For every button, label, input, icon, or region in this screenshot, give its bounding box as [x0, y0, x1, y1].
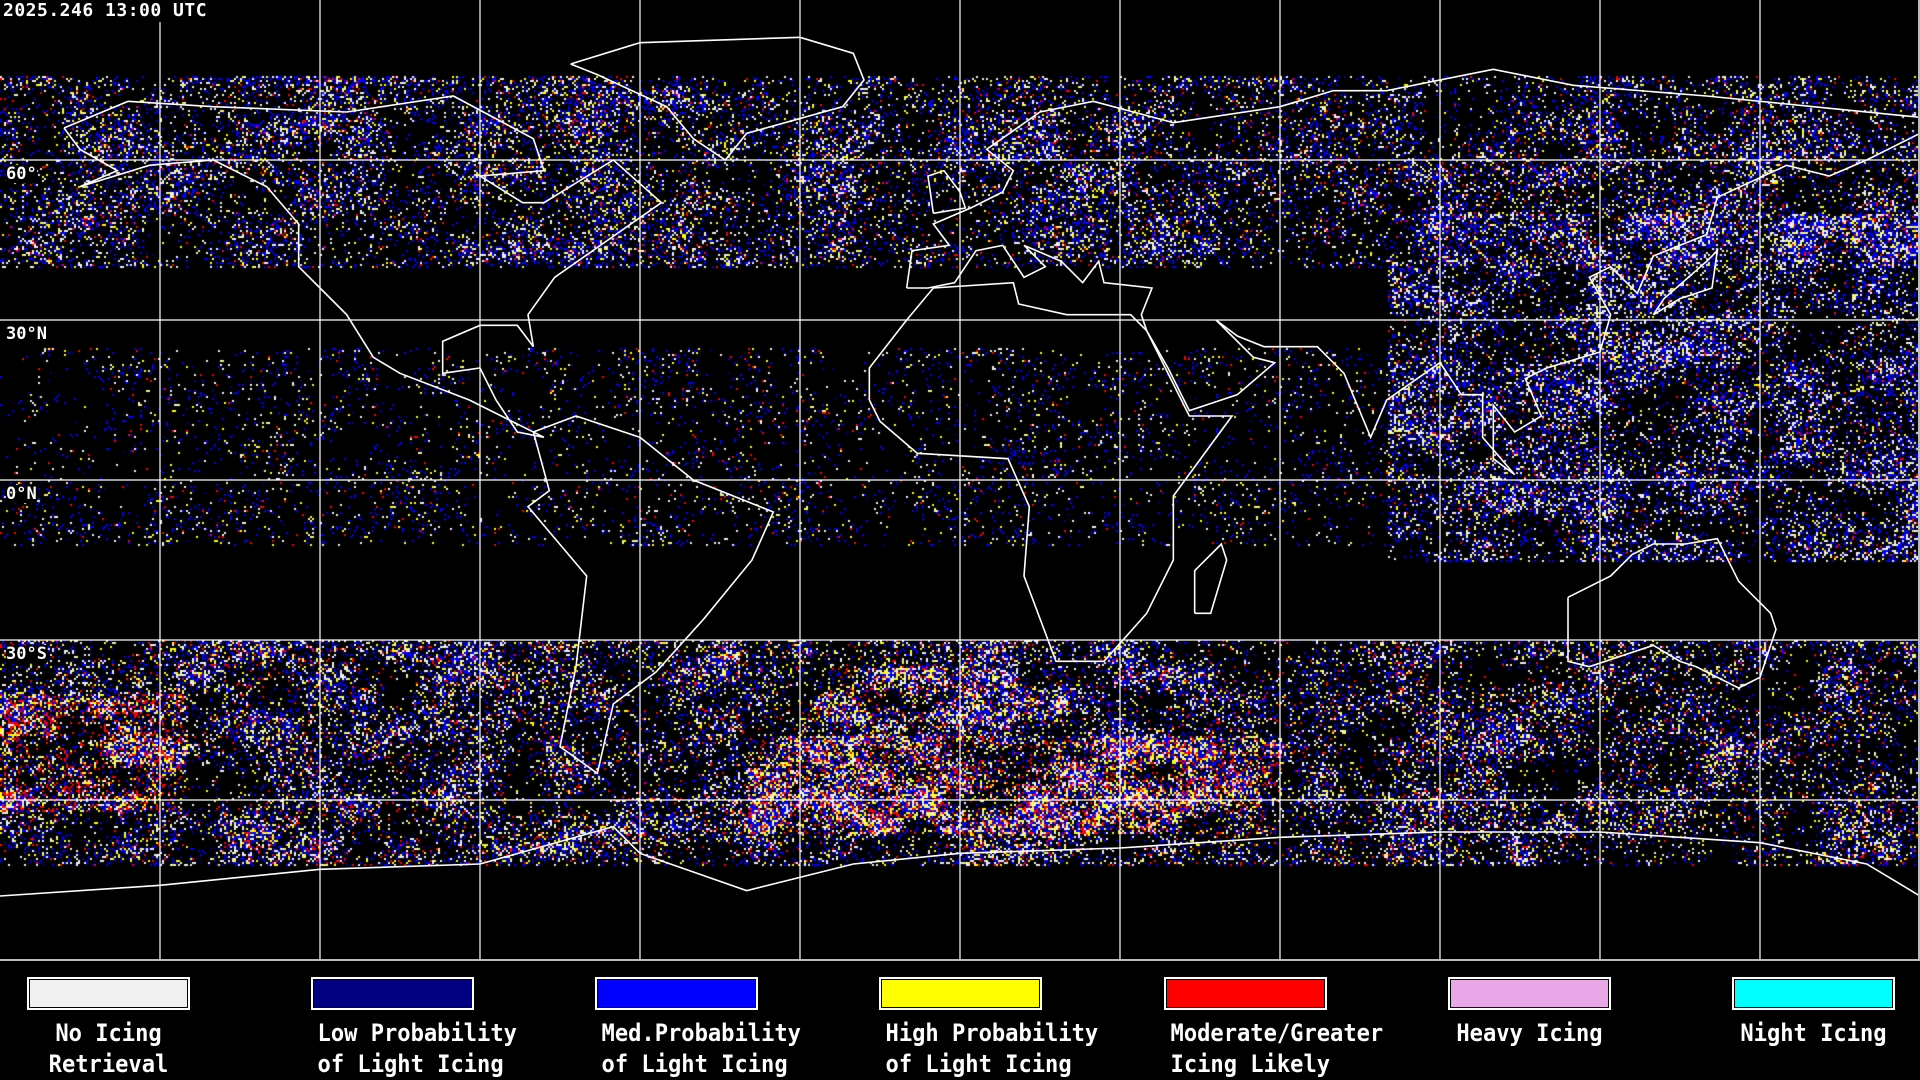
- legend-item-low-probability: Low Probability of Light Icing: [311, 977, 517, 1080]
- legend-label: High Probability: [885, 1019, 1099, 1047]
- coastline-antarctica: [0, 825, 1918, 897]
- coastline-eurasia: [905, 68, 1918, 476]
- legend-item-night-icing: Night Icing: [1732, 977, 1895, 1080]
- legend-label: Low Probability: [317, 1019, 517, 1047]
- legend-label: [1739, 1049, 1889, 1080]
- coastline-australia: [1567, 537, 1777, 689]
- coastline-madagascar: [1193, 542, 1228, 615]
- legend-item-moderate-greater: Moderate/Greater Icing Likely: [1164, 977, 1384, 1080]
- lat-label-60n: 60°: [6, 164, 37, 184]
- legend-swatch: [1732, 977, 1895, 1010]
- legend-label: Night Icing: [1740, 1019, 1887, 1047]
- legend-label: No Icing: [55, 1019, 162, 1047]
- lat-label-30s: 30°S: [6, 644, 47, 664]
- legend-swatch: [595, 977, 758, 1010]
- legend-item-high-probability: High Probability of Light Icing: [879, 977, 1099, 1080]
- legend-label: [1455, 1049, 1605, 1080]
- timestamp: 2025.246 13:00 UTC: [3, 0, 208, 22]
- lat-lon-grid: [0, 0, 1918, 959]
- legend-item-med-probability: Med.Probability of Light Icing: [595, 977, 801, 1080]
- coastline-south-america: [526, 415, 775, 775]
- icing-map: 2025.246 13:00 UTC 60° 30°N 0°N 30°S: [0, 0, 1920, 961]
- lat-label-30n: 30°N: [6, 324, 47, 344]
- legend-label: Moderate/Greater: [1170, 1019, 1384, 1047]
- legend-label: Med.Probability: [601, 1019, 801, 1047]
- legend-swatch: [311, 977, 474, 1010]
- coastline-africa: [868, 281, 1234, 663]
- coastlines: [0, 36, 1918, 897]
- legend-label: Retrieval: [48, 1050, 169, 1078]
- legend-label: of Light Icing: [317, 1050, 504, 1078]
- legend-item-no-icing: No Icing Retrieval: [27, 977, 190, 1080]
- legend-label: Icing Likely: [1170, 1050, 1331, 1078]
- lat-label-0n: 0°N: [6, 484, 37, 504]
- coastline-japan: [1652, 248, 1719, 316]
- map-overlay: [0, 0, 1918, 959]
- legend-label: Heavy Icing: [1456, 1019, 1603, 1047]
- legend-swatch: [27, 977, 190, 1010]
- legend-label: of Light Icing: [885, 1050, 1072, 1078]
- legend-label: of Light Icing: [601, 1050, 788, 1078]
- legend-swatch: [879, 977, 1042, 1010]
- coastline-greenland: [570, 36, 865, 162]
- legend-swatch: [1448, 977, 1611, 1010]
- legend-item-heavy-icing: Heavy Icing: [1448, 977, 1611, 1080]
- coastline-north-america: [63, 95, 663, 439]
- legend-swatch: [1164, 977, 1327, 1010]
